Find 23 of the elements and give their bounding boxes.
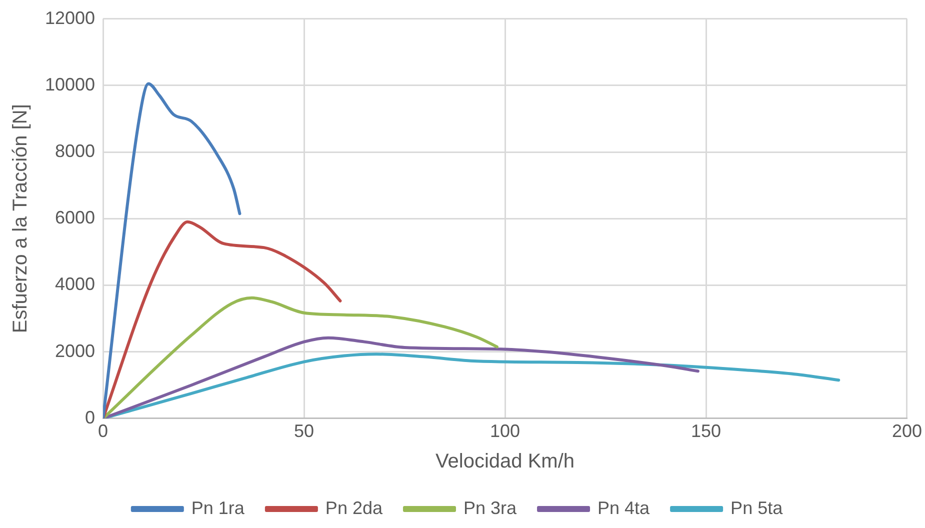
y-tick-label: 12000 bbox=[44, 8, 96, 28]
x-axis-title: Velocidad Km/h bbox=[436, 450, 575, 473]
y-tick-label: 4000 bbox=[55, 274, 96, 294]
legend-label: Pn 3ra bbox=[463, 498, 518, 518]
legend-label: Pn 1ra bbox=[191, 498, 246, 518]
y-axis-title: Esfuerzo a la Tracción [N] bbox=[10, 104, 32, 334]
x-tick-label: 200 bbox=[892, 421, 922, 442]
line-series bbox=[103, 336, 700, 418]
line-series bbox=[103, 220, 342, 418]
x-tick-label: 50 bbox=[294, 421, 314, 442]
x-tick-label: 150 bbox=[690, 421, 722, 442]
y-tick-label: 2000 bbox=[55, 340, 96, 361]
y-tick-label: 8000 bbox=[55, 140, 96, 161]
legend-label: Pn 5ta bbox=[730, 498, 784, 518]
y-tick-label: 6000 bbox=[55, 208, 96, 228]
line-series bbox=[103, 296, 498, 418]
y-tick-label: 10000 bbox=[44, 74, 96, 94]
legend-label: Pn 2da bbox=[325, 498, 384, 518]
x-tick-label: 0 bbox=[98, 421, 108, 442]
y-tick-label: 0 bbox=[85, 407, 96, 428]
legend-label: Pn 4ta bbox=[598, 498, 651, 518]
line-series bbox=[103, 82, 242, 418]
x-tick-label: 100 bbox=[490, 421, 520, 442]
